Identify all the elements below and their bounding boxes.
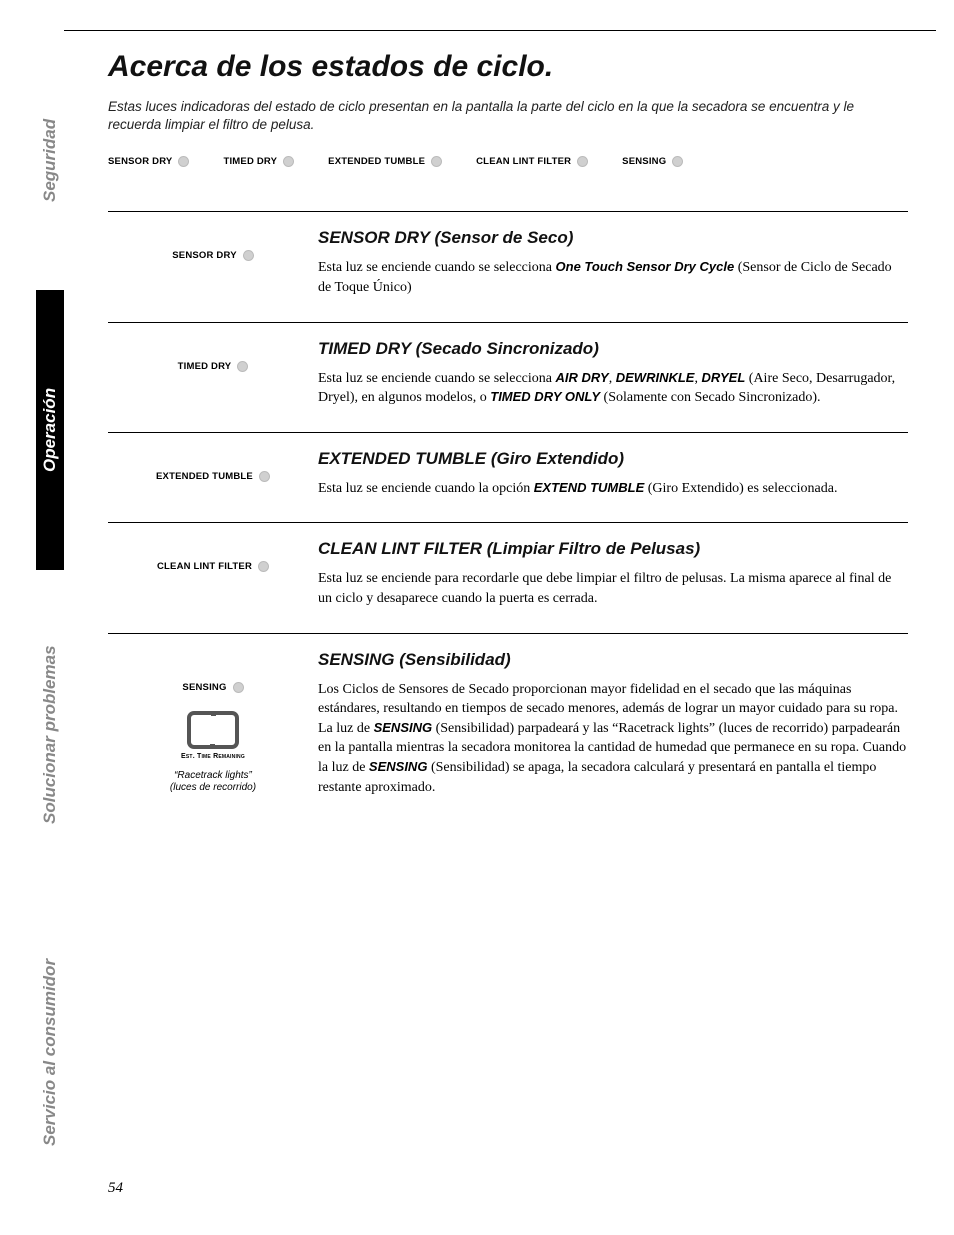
indicator-clean-lint: CLEAN LINT FILTER [476,156,588,167]
indicator-light-icon [178,156,189,167]
section-body: Esta luz se enciende cuando se seleccion… [318,369,908,408]
tab-operacion: Operación [36,290,64,570]
racetrack-caption: “Racetrack lights” (luces de recorrido) [170,770,256,795]
section-heading: TIMED DRY (Secado Sincronizado) [318,339,908,359]
section-heading: SENSOR DRY (Sensor de Seco) [318,228,908,248]
indicator-label: EXTENDED TUMBLE [156,471,253,482]
section-extended-tumble: EXTENDED TUMBLE EXTENDED TUMBLE (Giro Ex… [108,432,908,523]
indicator-light-icon [672,156,683,167]
racetrack-icon [187,711,239,749]
indicator-sensor-dry: SENSOR DRY [108,156,189,167]
indicator-light-icon [431,156,442,167]
indicator-label: SENSOR DRY [108,156,172,167]
body-bold: SENSING [369,759,428,774]
indicator-label: TIMED DRY [223,156,277,167]
page-number: 54 [108,1180,123,1197]
indicator-label: EXTENDED TUMBLE [328,156,425,167]
body-bold: TIMED DRY ONLY [490,389,600,404]
indicator-sensing: SENSING [182,682,243,693]
body-bold: DRYEL [701,370,745,385]
tab-servicio: Servicio al consumidor [36,900,64,1205]
indicator-row: SENSOR DRY TIMED DRY EXTENDED TUMBLE CLE… [108,156,908,181]
section-body: Esta luz se enciende cuando la opción EX… [318,479,908,499]
main-content: Acerca de los estados de ciclo. Estas lu… [108,50,908,821]
indicator-label: SENSOR DRY [172,250,236,261]
body-text: Esta luz se enciende cuando la opción [318,481,534,496]
indicator-timed-dry: TIMED DRY [223,156,294,167]
tab-solucionar: Solucionar problemas [36,570,64,900]
body-bold: SENSING [374,720,433,735]
section-body-col: EXTENDED TUMBLE (Giro Extendido) Esta lu… [318,449,908,499]
body-bold: EXTEND TUMBLE [534,480,645,495]
indicator-light-icon [243,250,254,261]
section-indicator-col: SENSOR DRY [108,228,318,297]
indicator-label: TIMED DRY [178,361,232,372]
racetrack-graphic: Est. Time Remaining “Racetrack lights” (… [170,711,256,795]
section-indicator-col: EXTENDED TUMBLE [108,449,318,499]
section-indicator-col: TIMED DRY [108,339,318,408]
section-body-col: SENSOR DRY (Sensor de Seco) Esta luz se … [318,228,908,297]
section-heading: SENSING (Sensibilidad) [318,650,908,670]
indicator-light-icon [283,156,294,167]
section-sensor-dry: SENSOR DRY SENSOR DRY (Sensor de Seco) E… [108,211,908,321]
section-indicator-col: CLEAN LINT FILTER [108,539,318,608]
body-text: Esta luz se enciende cuando se seleccion… [318,260,556,275]
section-body: Esta luz se enciende cuando se seleccion… [318,258,908,297]
body-bold: DEWRINKLE [616,370,695,385]
indicator-sensor-dry: SENSOR DRY [172,250,253,261]
sidebar-tabs: Seguridad Operación Solucionar problemas… [36,30,64,1205]
caption-line: (luces de recorrido) [170,782,256,793]
tab-seguridad: Seguridad [36,30,64,290]
indicator-light-icon [258,561,269,572]
body-text: (Giro Extendido) es seleccionada. [644,481,837,496]
body-bold: AIR DRY [556,370,609,385]
section-sensing: SENSING Est. Time Remaining “Racetrack l… [108,633,908,822]
indicator-clean-lint: CLEAN LINT FILTER [157,561,269,572]
body-text: , [609,371,616,386]
section-body-col: CLEAN LINT FILTER (Limpiar Filtro de Pel… [318,539,908,608]
indicator-sensing: SENSING [622,156,683,167]
section-heading: EXTENDED TUMBLE (Giro Extendido) [318,449,908,469]
indicator-light-icon [237,361,248,372]
section-indicator-col: SENSING Est. Time Remaining “Racetrack l… [108,650,318,798]
section-body-col: TIMED DRY (Secado Sincronizado) Esta luz… [318,339,908,408]
section-body-col: SENSING (Sensibilidad) Los Ciclos de Sen… [318,650,908,798]
intro-text: Estas luces indicadoras del estado de ci… [108,98,908,134]
indicator-label: CLEAN LINT FILTER [157,561,252,572]
indicator-timed-dry: TIMED DRY [178,361,249,372]
body-text: (Solamente con Secado Sincronizado). [600,390,820,405]
section-heading: CLEAN LINT FILTER (Limpiar Filtro de Pel… [318,539,908,559]
indicator-light-icon [577,156,588,167]
indicator-label: SENSING [622,156,666,167]
caption-line: “Racetrack lights” [174,770,252,781]
indicator-light-icon [259,471,270,482]
indicator-label: CLEAN LINT FILTER [476,156,571,167]
section-body: Los Ciclos de Sensores de Secado proporc… [318,680,908,798]
indicator-light-icon [233,682,244,693]
indicator-label: SENSING [182,682,226,693]
section-clean-lint: CLEAN LINT FILTER CLEAN LINT FILTER (Lim… [108,522,908,632]
section-body: Esta luz se enciende para recordarle que… [318,569,908,608]
page-title: Acerca de los estados de ciclo. [108,50,908,84]
est-time-label: Est. Time Remaining [181,753,245,760]
sections: SENSOR DRY SENSOR DRY (Sensor de Seco) E… [108,211,908,821]
section-timed-dry: TIMED DRY TIMED DRY (Secado Sincronizado… [108,322,908,432]
body-text: Esta luz se enciende cuando se seleccion… [318,371,556,386]
indicator-extended-tumble: EXTENDED TUMBLE [328,156,442,167]
indicator-extended-tumble: EXTENDED TUMBLE [156,471,270,482]
body-bold: One Touch Sensor Dry Cycle [556,259,735,274]
